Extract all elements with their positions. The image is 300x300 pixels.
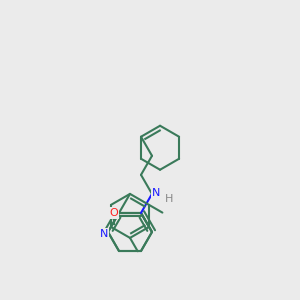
Text: H: H	[165, 194, 173, 204]
Text: N: N	[152, 188, 160, 198]
Text: O: O	[110, 208, 118, 218]
Text: N: N	[100, 229, 108, 239]
